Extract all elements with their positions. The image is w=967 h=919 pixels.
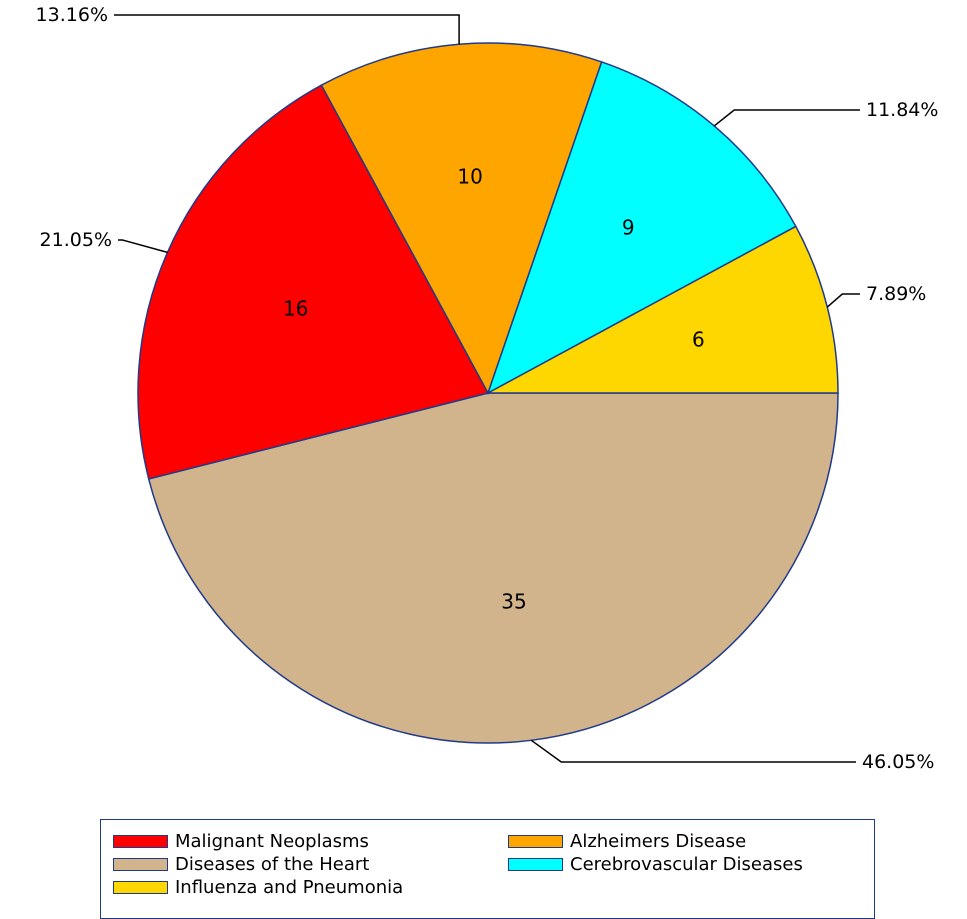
slice-value-label: 35 xyxy=(501,589,526,613)
legend-swatch xyxy=(508,834,563,848)
legend-item-alzheimers-disease: Alzheimers Disease xyxy=(508,830,746,852)
slice-value-label: 16 xyxy=(283,297,308,321)
percent-leader-line xyxy=(118,239,168,254)
legend-swatch xyxy=(113,857,168,871)
slice-value-label: 10 xyxy=(457,165,482,189)
slice-value-label: 9 xyxy=(622,215,635,239)
legend-item-influenza-and-pneumonia: Influenza and Pneumonia xyxy=(113,876,403,898)
slice-percent-label: 13.16% xyxy=(36,4,108,26)
slice-percent-label: 21.05% xyxy=(40,229,112,251)
legend-label: Influenza and Pneumonia xyxy=(175,876,404,898)
pie-slice-cerebrovascular-diseases xyxy=(486,61,797,395)
legend-swatch xyxy=(113,880,168,894)
percent-leader-line xyxy=(713,109,860,127)
legend-label: Cerebrovascular Diseases xyxy=(570,853,803,875)
percent-leader-line xyxy=(114,14,460,45)
legend-swatch xyxy=(113,834,168,848)
slice-value-labels: 35 16 10 9 6 xyxy=(283,165,705,614)
legend: Malignant Neoplasms Alzheimers Disease D… xyxy=(100,819,875,919)
percent-leader-lines xyxy=(114,14,860,763)
slice-percent-label: 46.05% xyxy=(862,751,934,773)
legend-item-diseases-of-the-heart: Diseases of the Heart xyxy=(113,853,369,875)
slice-value-label: 6 xyxy=(692,328,705,352)
legend-label: Malignant Neoplasms xyxy=(175,830,369,852)
slice-percent-label: 11.84% xyxy=(866,99,938,121)
pie-slice-diseases-of-the-heart xyxy=(147,392,839,744)
legend-item-malignant-neoplasms: Malignant Neoplasms xyxy=(113,830,369,852)
pie-slice-alzheimers-disease xyxy=(320,42,603,395)
percent-leader-line xyxy=(826,293,860,308)
slice-percent-labels: 46.05% 21.05% 13.16% 11.84% 7.89% xyxy=(36,4,939,773)
legend-item-cerebrovascular-diseases: Cerebrovascular Diseases xyxy=(508,853,803,875)
legend-swatch xyxy=(508,857,563,871)
slice-percent-label: 7.89% xyxy=(866,283,926,305)
legend-label: Alzheimers Disease xyxy=(570,830,747,852)
legend-label: Diseases of the Heart xyxy=(175,853,370,875)
pie-slices xyxy=(137,42,839,744)
percent-leader-line xyxy=(530,739,856,763)
